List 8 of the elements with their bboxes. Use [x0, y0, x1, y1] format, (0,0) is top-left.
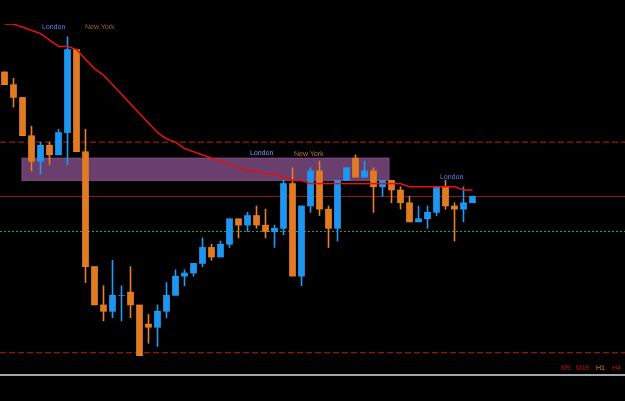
- candlestick: [415, 206, 422, 222]
- candlestick: [181, 269, 188, 286]
- candlestick: [100, 285, 107, 322]
- candlestick: [145, 314, 152, 344]
- candlestick: [451, 202, 458, 242]
- candlestick: [271, 224, 278, 248]
- candlestick: [460, 186, 467, 222]
- candlestick: [262, 208, 269, 238]
